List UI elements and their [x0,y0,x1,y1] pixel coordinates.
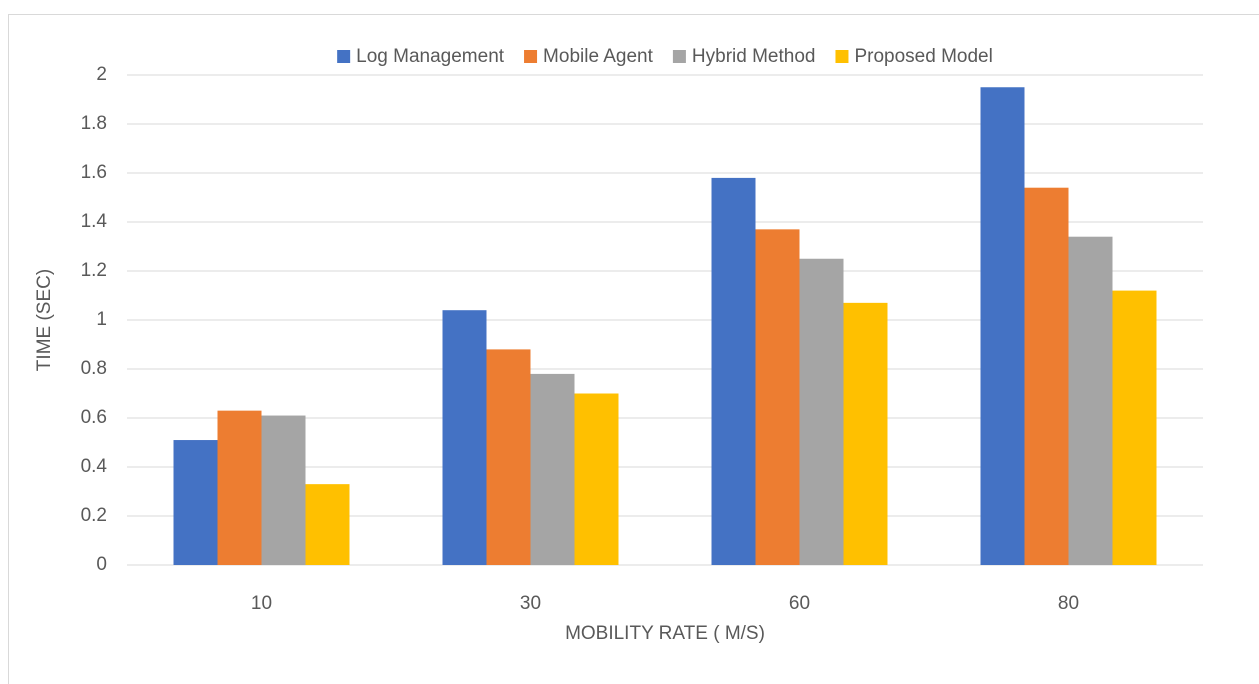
legend-swatch [524,50,538,63]
bar [1112,290,1157,565]
legend-swatch [672,50,686,63]
x-tick-label: 30 [520,593,541,614]
legend-label: Mobile Agent [543,46,654,67]
bar [305,484,350,565]
legend-label: Hybrid Method [692,46,816,67]
bar [261,415,306,565]
x-tick-label: 10 [251,593,272,614]
y-tick-label: 1.6 [81,162,107,183]
x-tick-label: 60 [789,593,810,614]
bar [1024,187,1069,565]
y-tick-label: 1.4 [81,211,108,232]
bar [980,87,1025,565]
bar [442,310,487,565]
x-axis-title: MOBILITY RATE ( M/S) [565,623,765,644]
y-tick-label: 2 [96,64,107,85]
x-tick-label: 80 [1058,593,1079,614]
y-tick-label: 0 [96,554,107,575]
bar [574,393,619,565]
bar [1068,236,1113,565]
y-tick-label: 1 [96,309,107,330]
y-tick-label: 0.6 [81,407,107,428]
bar [711,177,756,565]
bar [530,373,575,565]
y-tick-label: 0.4 [81,456,108,477]
y-tick-label: 0.8 [81,358,107,379]
bar [217,410,262,565]
legend-label: Log Management [356,46,505,67]
bar [755,229,800,565]
y-tick-label: 1.8 [81,113,107,134]
chart-border [8,14,1259,684]
y-tick-label: 0.2 [81,505,107,526]
bar [486,349,531,565]
legend-swatch [337,50,351,63]
bar [799,258,844,565]
legend-swatch [835,50,849,63]
legend-label: Proposed Model [854,46,992,67]
bar [843,302,888,565]
y-axis-title: TIME (SEC) [34,269,55,371]
bar [173,440,218,565]
y-tick-label: 1.2 [81,260,107,281]
